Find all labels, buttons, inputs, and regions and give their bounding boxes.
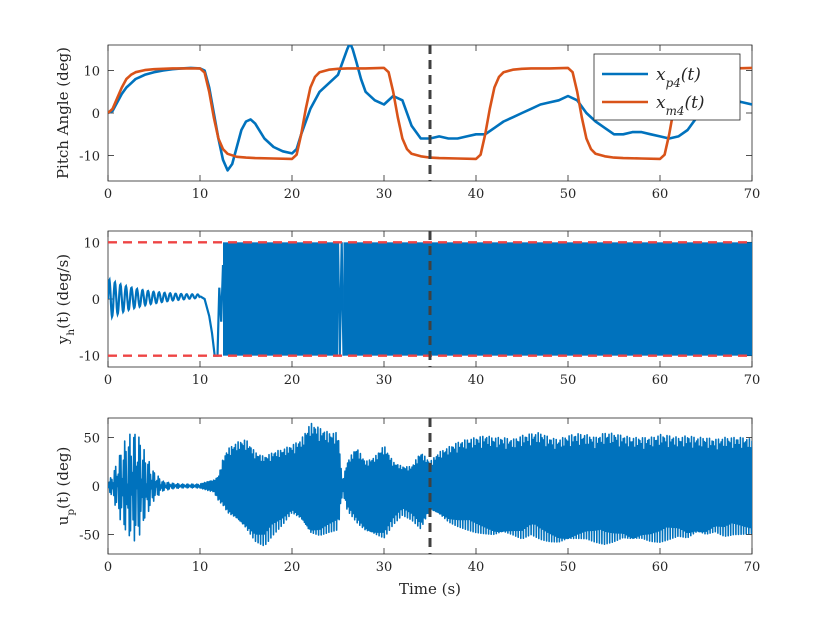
legend-box bbox=[593, 53, 741, 121]
pitch-x-tick-label: 50 bbox=[560, 187, 577, 202]
yh-x-tick-label: 50 bbox=[560, 373, 577, 388]
pitch-y-tick-label: 0 bbox=[92, 107, 100, 122]
yh-y-axis-label: yh(t) (deg/s) bbox=[54, 254, 77, 345]
up-x-tick-label: 60 bbox=[652, 560, 669, 575]
x-axis-label: Time (s) bbox=[399, 580, 461, 598]
yh-signal-decay bbox=[108, 276, 201, 321]
yh-y-tick-label: 10 bbox=[83, 236, 100, 251]
up-x-tick-label: 0 bbox=[104, 560, 112, 575]
yh-x-tick-label: 0 bbox=[104, 373, 112, 388]
pitch-x-tick-label: 30 bbox=[376, 187, 393, 202]
up-x-tick-label: 10 bbox=[192, 560, 209, 575]
yh-x-tick-label: 60 bbox=[652, 373, 669, 388]
pitch-y-tick-label: 10 bbox=[83, 65, 100, 80]
yh-x-tick-label: 30 bbox=[376, 373, 393, 388]
up-panel: 0 10 20 30 40 50 60 70 -50 0 50 up(t) (deg) bbox=[54, 417, 761, 575]
pitch-x-tick-label: 20 bbox=[284, 187, 301, 202]
yh-y-tick-label: -10 bbox=[79, 350, 100, 365]
up-x-tick-label: 70 bbox=[744, 560, 761, 575]
up-x-tick-label: 30 bbox=[376, 560, 393, 575]
yh-signal-saturated bbox=[343, 242, 752, 356]
yh-y-tick-label: 0 bbox=[92, 293, 100, 308]
up-x-tick-label: 40 bbox=[468, 560, 485, 575]
pitch-x-tick-label: 60 bbox=[652, 187, 669, 202]
pitch-y-tick-label: -10 bbox=[79, 150, 100, 165]
up-y-tick-label: 50 bbox=[83, 431, 100, 446]
yh-signal-saturated bbox=[223, 242, 338, 356]
yh-x-tick-label: 20 bbox=[284, 373, 301, 388]
legend-entry: xm4(t) bbox=[656, 93, 705, 118]
yh-x-tick-label: 40 bbox=[468, 373, 485, 388]
pitch-x-tick-label: 0 bbox=[104, 187, 112, 202]
legend-entry: xp4(t) bbox=[656, 65, 701, 90]
yh-x-tick-label: 10 bbox=[192, 373, 209, 388]
up-y-axis-label: up(t) (deg) bbox=[54, 447, 77, 526]
up-x-tick-label: 50 bbox=[560, 560, 577, 575]
pitch-x-tick-label: 10 bbox=[192, 187, 209, 202]
up-x-tick-label: 20 bbox=[284, 560, 301, 575]
pitch-angle-panel: 0 10 20 30 40 50 60 70 -10 0 10 Pitch Angle (deg) xp… bbox=[54, 44, 761, 202]
series-xm4-line bbox=[108, 66, 752, 161]
up-y-tick-label: -50 bbox=[79, 529, 100, 544]
pitch-x-tick-label: 40 bbox=[468, 187, 485, 202]
up-y-tick-label: 0 bbox=[92, 480, 100, 495]
legend: xp4(t) xm4(t) bbox=[593, 53, 741, 121]
pitch-x-tick-label: 70 bbox=[744, 187, 761, 202]
yh-x-tick-label: 70 bbox=[744, 373, 761, 388]
yh-signal-spike bbox=[336, 242, 345, 356]
pitch-y-axis-label: Pitch Angle (deg) bbox=[54, 47, 72, 179]
yh-panel: 0 10 20 30 40 50 60 70 -10 0 10 yh(t) (deg/s) bbox=[54, 230, 761, 388]
